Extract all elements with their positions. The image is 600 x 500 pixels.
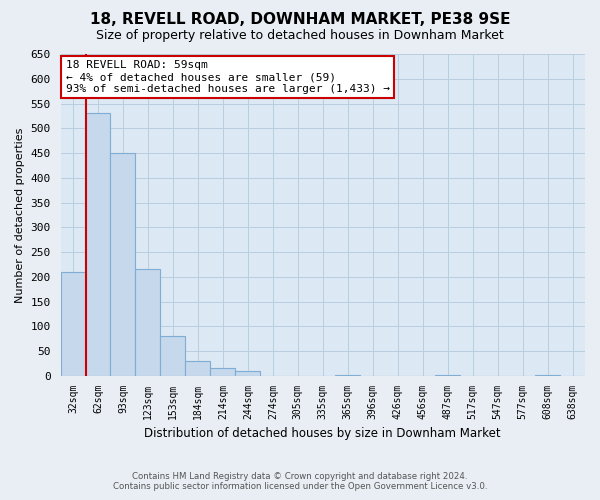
Text: 18, REVELL ROAD, DOWNHAM MARKET, PE38 9SE: 18, REVELL ROAD, DOWNHAM MARKET, PE38 9S… [90, 12, 510, 28]
X-axis label: Distribution of detached houses by size in Downham Market: Distribution of detached houses by size … [145, 427, 501, 440]
Bar [335, 375, 360, 376]
Text: Contains HM Land Registry data © Crown copyright and database right 2024.
Contai: Contains HM Land Registry data © Crown c… [113, 472, 487, 491]
Bar [110, 153, 136, 376]
Bar [136, 270, 160, 376]
Bar [185, 361, 211, 376]
Bar [211, 368, 235, 376]
Bar [160, 336, 185, 376]
Y-axis label: Number of detached properties: Number of detached properties [15, 127, 25, 302]
Text: Size of property relative to detached houses in Downham Market: Size of property relative to detached ho… [96, 29, 504, 42]
Bar [235, 371, 260, 376]
Bar [61, 272, 86, 376]
Text: 18 REVELL ROAD: 59sqm
← 4% of detached houses are smaller (59)
93% of semi-detac: 18 REVELL ROAD: 59sqm ← 4% of detached h… [66, 60, 390, 94]
Bar [86, 114, 110, 376]
